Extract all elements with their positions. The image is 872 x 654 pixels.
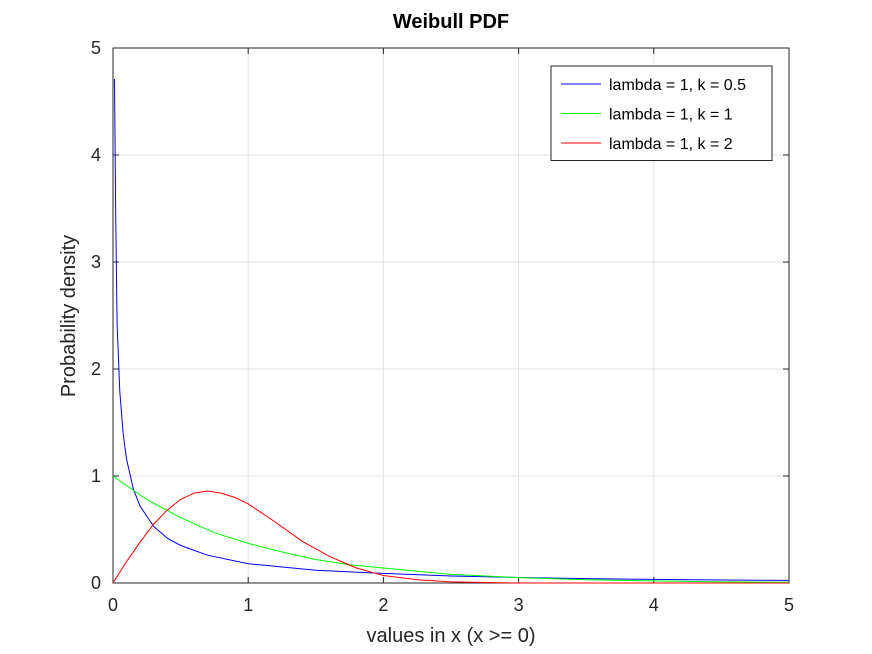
y-tick-label: 1 [91,466,101,486]
axis-ticks: 0 1 2 3 4 5 0 1 2 3 4 5 [91,38,794,615]
x-tick-label: 1 [243,595,253,615]
chart-title: Weibull PDF [393,11,509,33]
y-tick-label: 2 [91,359,101,379]
series-line-1 [114,78,790,581]
x-tick-label: 4 [649,595,659,615]
y-tick-label: 4 [91,145,101,165]
legend: lambda = 1, k = 0.5 lambda = 1, k = 1 lamb… [550,65,773,161]
x-tick-label: 0 [108,595,118,615]
x-tick-label: 3 [514,595,524,615]
legend-label: lambda = 1, k = 0.5 [609,77,746,94]
y-tick-label: 0 [91,573,101,593]
y-axis-label: Probability density [58,235,80,397]
x-tick-label: 2 [378,595,388,615]
x-tick-label: 5 [784,595,794,615]
legend-label: lambda = 1, k = 2 [609,136,733,153]
series-line-3 [112,490,789,584]
x-axis-label: values in x (x >= 0) [367,625,536,647]
plot-area-border [112,47,790,584]
y-tick-label: 5 [91,38,101,58]
y-tick-label: 3 [91,252,101,272]
series-lines [112,78,790,584]
legend-label: lambda = 1, k = 1 [609,107,733,124]
